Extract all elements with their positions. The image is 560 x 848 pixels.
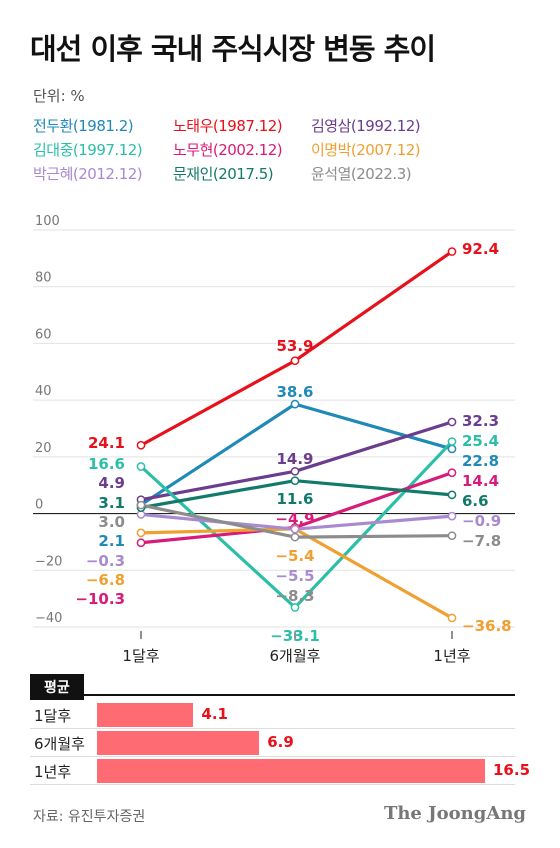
data-label: −36.8	[462, 617, 512, 635]
average-bar	[97, 703, 194, 727]
data-label: 16.6	[88, 455, 125, 473]
average-row-label: 1년후	[34, 763, 72, 781]
data-point	[290, 356, 300, 366]
unit-label: 단위: %	[33, 87, 85, 105]
data-label: 53.9	[276, 337, 313, 355]
data-label: −5.5	[275, 567, 314, 585]
data-point	[447, 468, 457, 478]
data-label: 32.3	[462, 412, 499, 430]
x-tick-label: 1달후	[122, 647, 159, 665]
data-label: 3.1	[98, 494, 125, 512]
legend-item: 김영삼(1992.12)	[311, 117, 421, 135]
average-value: 6.9	[267, 733, 294, 751]
data-label: 24.1	[88, 434, 125, 452]
average-value: 16.5	[493, 761, 531, 779]
average-bar	[97, 759, 485, 783]
average-bar	[97, 731, 260, 755]
legend-item: 김대중(1997.12)	[33, 141, 143, 159]
data-label: −33.1	[270, 627, 320, 645]
y-tick-label: −40	[35, 611, 62, 626]
data-point	[447, 247, 457, 256]
x-tick-label: 1년후	[433, 647, 470, 665]
average-row: 6개월후 6.9	[30, 728, 515, 757]
data-point	[136, 528, 146, 538]
data-label: 2.1	[98, 532, 125, 550]
legend-item: 윤석열(2022.3)	[311, 165, 412, 183]
data-label: 22.8	[462, 452, 499, 470]
data-label: 38.6	[276, 383, 313, 401]
data-point	[447, 490, 457, 500]
y-tick-label: 20	[35, 441, 52, 456]
data-point	[290, 603, 300, 612]
data-point	[136, 500, 146, 510]
data-label: 6.6	[462, 492, 489, 510]
legend-item: 문재인(2017.5)	[173, 165, 274, 183]
data-label: −0.3	[86, 552, 125, 570]
data-point	[447, 613, 457, 623]
data-label: 92.4	[462, 240, 499, 258]
y-tick-label: 60	[35, 327, 52, 342]
data-label: 4.9	[98, 474, 125, 492]
data-point	[290, 466, 300, 476]
y-tick-label: 0	[35, 498, 43, 513]
source-note: 자료: 유진투자증권	[33, 809, 146, 825]
y-tick-label: 100	[35, 214, 60, 229]
data-label: −10.3	[75, 590, 125, 608]
legend-item: 전두환(1981.2)	[33, 117, 134, 135]
data-point	[447, 531, 457, 541]
legend-item: 노무현(2002.12)	[173, 141, 283, 159]
data-label: −0.9	[462, 512, 501, 530]
data-label: −5.4	[275, 547, 314, 565]
line-chart: 100 80 60 40 20 0 −20 −40 1달후 6개월후 1년후 24.1 16.64.9 3…	[33, 214, 515, 665]
data-point	[290, 476, 300, 486]
average-tag: 평균	[30, 674, 84, 700]
average-row: 1달후 4.1	[30, 700, 515, 729]
data-label: −4.9	[275, 510, 314, 528]
data-point	[136, 462, 146, 471]
legend-item: 노태우(1987.12)	[173, 117, 283, 135]
data-point	[447, 437, 457, 446]
average-row: 1년후 16.5	[30, 756, 530, 785]
data-label: −6.8	[86, 571, 125, 589]
data-point	[447, 417, 457, 427]
data-label: 25.4	[462, 432, 499, 450]
average-value: 4.1	[201, 705, 228, 723]
average-row-label: 6개월후	[34, 735, 85, 753]
x-tick-label: 6개월후	[270, 647, 321, 665]
data-point	[447, 444, 457, 454]
average-row-label: 1달후	[34, 707, 72, 725]
average-divider	[30, 694, 515, 696]
data-label: −8.3	[275, 587, 314, 605]
data-point	[290, 532, 300, 542]
y-tick-label: 40	[35, 384, 52, 399]
data-point	[447, 511, 457, 521]
chart-title: 대선 이후 국내 주식시장 변동 추이	[30, 32, 436, 66]
brand-logo: The JoongAng	[383, 803, 526, 824]
data-label: 11.6	[276, 490, 313, 508]
data-label: −7.8	[462, 532, 501, 550]
legend-item: 이명박(2007.12)	[311, 141, 421, 159]
legend-item: 박근혜(2012.12)	[33, 165, 143, 183]
data-point	[136, 538, 146, 548]
y-tick-label: −20	[35, 554, 62, 569]
data-point	[290, 399, 300, 409]
data-point	[136, 440, 146, 450]
data-label: 3.0	[98, 513, 125, 531]
data-label: 14.9	[276, 450, 313, 468]
data-label: 14.4	[462, 472, 499, 490]
y-tick-label: 80	[35, 271, 52, 286]
